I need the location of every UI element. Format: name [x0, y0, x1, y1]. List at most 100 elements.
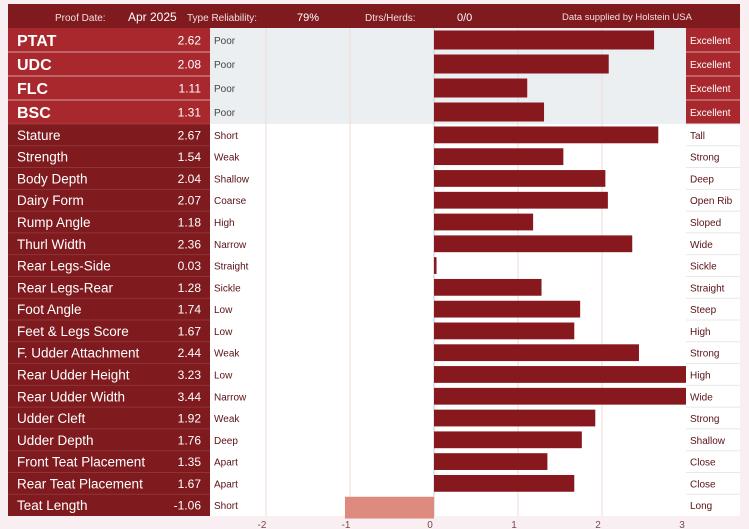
low-descriptor: Short: [214, 131, 238, 142]
value-label: 2.67: [178, 128, 202, 142]
trait-label: Body Depth: [17, 171, 88, 186]
value-label: 1.35: [178, 455, 202, 469]
high-descriptor: High: [690, 327, 711, 338]
high-descriptor: High: [690, 370, 711, 381]
proof-date-value: Apr 2025: [128, 10, 177, 24]
chart-row: Teat Length -1.06 Short Long: [8, 493, 740, 519]
low-descriptor: Short: [214, 501, 238, 512]
dtrs-herds-value: 0/0: [457, 12, 472, 24]
chart-row: F. Udder Attachment 2.44 Weak Strong: [8, 341, 740, 362]
trait-bar: [434, 148, 564, 166]
trait-bar: [434, 170, 606, 187]
trait-bar: [434, 344, 639, 362]
value-label: -1.06: [174, 499, 202, 513]
low-descriptor: Weak: [214, 414, 240, 425]
trait-label: BSC: [17, 105, 51, 122]
value-label: 1.11: [179, 82, 202, 96]
proof-date-label: Proof Date:: [55, 13, 106, 24]
trait-label: PTAT: [17, 33, 57, 50]
trait-bar: [434, 126, 659, 144]
chart-row: Dairy Form 2.07 Coarse Open Rib: [8, 188, 740, 209]
low-descriptor: Apart: [214, 479, 238, 490]
trait-label: Feet & Legs Score: [17, 324, 129, 339]
high-descriptor: Excellent: [690, 36, 731, 47]
value-label: 1.92: [178, 412, 202, 426]
trait-label: UDC: [17, 57, 52, 74]
value-label: 2.04: [178, 172, 202, 186]
value-label: 0.03: [178, 259, 202, 273]
linear-label-panel: [8, 124, 210, 516]
trait-bar: [434, 474, 575, 492]
chart-row: Front Teat Placement 1.35 Apart Close: [8, 450, 740, 470]
trait-bar: [434, 453, 548, 470]
high-descriptor: Sickle: [690, 262, 717, 273]
linear-plot-background: [210, 124, 686, 516]
high-descriptor: Wide: [690, 240, 713, 251]
chart-row: Rear Legs-Rear 1.28 Sickle Straight: [8, 275, 740, 296]
chart-row: Udder Depth 1.76 Deep Shallow: [8, 428, 740, 449]
low-descriptor: Weak: [214, 349, 240, 360]
trait-label: Udder Cleft: [17, 411, 86, 426]
chart-row: Feet & Legs Score 1.67 Low High: [8, 319, 740, 340]
trait-bar: [434, 30, 655, 50]
value-label: 1.67: [178, 324, 202, 338]
low-descriptor: Narrow: [214, 240, 247, 251]
high-descriptor: Strong: [690, 349, 719, 360]
chart-row: Rear Udder Height 3.23 Low High: [8, 363, 740, 383]
low-descriptor: Sickle: [214, 283, 241, 294]
trait-bar: [434, 235, 633, 253]
high-descriptor: Excellent: [690, 84, 731, 95]
value-label: 3.23: [178, 368, 202, 382]
chart-row: Strength 1.54 Weak Strong: [8, 145, 740, 166]
trait-label: Udder Depth: [17, 433, 94, 448]
dtrs-herds-label: Dtrs/Herds:: [365, 13, 416, 24]
x-axis-ticks: -2 -1 0 1 2 3: [258, 520, 686, 529]
trait-label: Rear Udder Height: [17, 367, 130, 382]
trait-bar: [434, 431, 582, 449]
value-label: 1.67: [178, 477, 202, 491]
value-label: 1.31: [178, 106, 202, 120]
trait-label: Rear Legs-Rear: [17, 280, 114, 295]
chart-rows: PTAT 2.62 Poor Excellent UDC 2.08 Poor Excellen…: [8, 30, 740, 519]
value-label: 2.36: [178, 237, 202, 251]
value-label: 3.44: [178, 390, 202, 404]
trait-bar: [434, 78, 528, 98]
chart-row: Body Depth 2.04 Shallow Deep: [8, 167, 740, 187]
low-descriptor: Low: [214, 370, 233, 381]
value-label: 2.62: [178, 34, 202, 48]
trait-label: Rear Legs-Side: [17, 259, 111, 274]
trait-bar: [434, 387, 686, 405]
value-label: 1.54: [178, 150, 202, 164]
chart-row: PTAT 2.62 Poor Excellent: [17, 30, 731, 50]
chart-row: Udder Cleft 1.92 Weak Strong: [8, 406, 740, 427]
high-descriptor: Sloped: [690, 218, 721, 229]
trait-bar: [434, 409, 596, 427]
value-label: 2.08: [178, 58, 202, 72]
trait-label: Teat Length: [17, 498, 88, 513]
high-descriptor: Long: [690, 501, 712, 512]
chart-row: FLC 1.11 Poor Excellent: [8, 75, 740, 98]
value-label: 2.07: [178, 194, 202, 208]
high-descriptor: Strong: [690, 414, 719, 425]
chart-row: Foot Angle 1.74 Low Steep: [8, 297, 740, 318]
low-descriptor: Low: [214, 327, 233, 338]
trait-label: Front Teat Placement: [17, 455, 145, 470]
high-descriptor: Shallow: [690, 436, 726, 447]
trait-label: Foot Angle: [17, 302, 82, 317]
trait-label: Thurl Width: [17, 237, 86, 252]
trait-label: FLC: [17, 81, 49, 98]
chart-row: Rear Udder Width 3.44 Narrow Wide: [8, 384, 740, 405]
x-tick-label: -2: [258, 520, 267, 529]
low-descriptor: Weak: [214, 153, 240, 164]
chart-row: Thurl Width 2.36 Narrow Wide: [8, 232, 740, 253]
high-descriptor: Straight: [690, 283, 725, 294]
high-descriptor: Excellent: [690, 108, 731, 119]
low-descriptor: Coarse: [214, 196, 247, 207]
high-descriptor: Excellent: [690, 60, 731, 71]
trait-label: Rump Angle: [17, 215, 91, 230]
x-tick-label: 1: [511, 520, 517, 529]
high-descriptor: Steep: [690, 305, 717, 316]
low-descriptor: Apart: [214, 458, 238, 469]
trait-label: F. Udder Attachment: [17, 346, 140, 361]
